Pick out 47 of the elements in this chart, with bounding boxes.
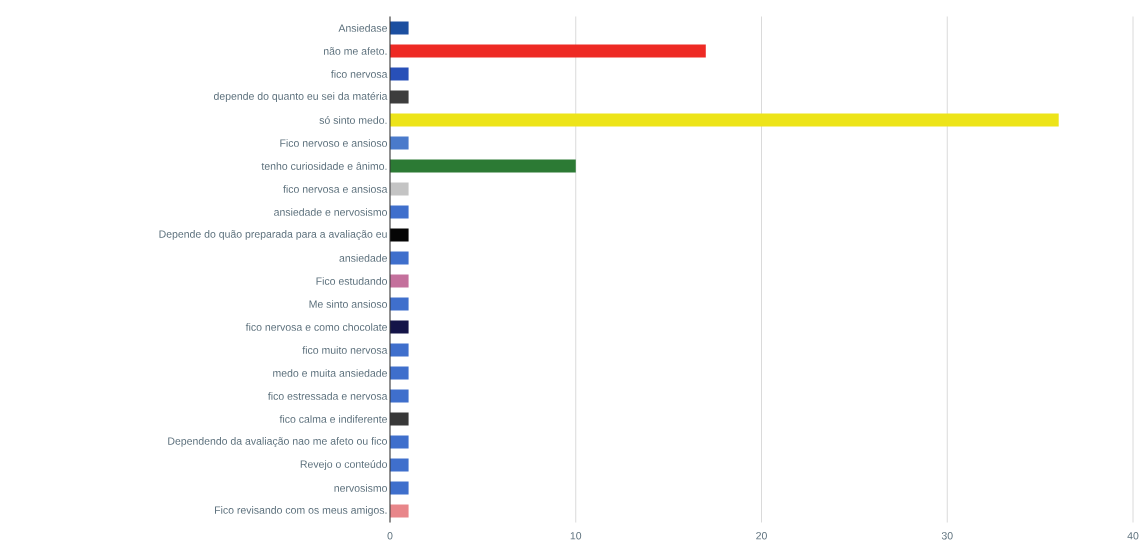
y-tick-label: tenho curiosidade e ânimo.: [261, 162, 387, 170]
y-tick-label: Fico revisando com os meus amigos.: [215, 506, 387, 516]
bar: [390, 274, 409, 288]
bar: [390, 67, 409, 81]
bar: [390, 205, 409, 219]
bar: [390, 389, 409, 403]
bar: [390, 366, 409, 380]
y-tick-label: Me sinto ansioso: [309, 300, 388, 308]
y-tick-label: fico nervosa: [331, 70, 388, 78]
y-tick-label: fico calma e indiferente: [279, 415, 387, 423]
bar: [390, 481, 409, 495]
x-tick-label: 0: [387, 532, 393, 540]
bar: [390, 504, 409, 518]
bar: [390, 228, 409, 242]
y-tick-label: não me afeto.: [323, 47, 387, 55]
y-tick-label: fico nervosa e como chocolate: [245, 323, 387, 331]
y-tick-label: medo e muita ansiedade: [273, 369, 387, 377]
y-tick-label: Dependendo da avaliação nao me afeto ou fico: [168, 437, 387, 447]
bar: [390, 343, 409, 357]
y-tick-label: fico muito nervosa: [302, 346, 388, 354]
y-tick-label: nervosismo: [334, 484, 388, 492]
bar: [390, 458, 409, 472]
bar: [390, 159, 576, 173]
x-tick-label: 20: [756, 532, 767, 540]
y-tick-label: Fico nervoso e ansioso: [280, 139, 388, 147]
bar: [390, 320, 409, 334]
x-tick-label: 40: [1127, 532, 1139, 540]
y-tick-label: Revejo o conteúdo: [300, 460, 388, 470]
y-tick-label: fico nervosa e ansiosa: [283, 185, 388, 193]
bar: [390, 136, 409, 150]
bar: [390, 21, 409, 35]
y-tick-label: Fico estudando: [316, 277, 388, 285]
x-tick-label: 30: [941, 532, 953, 540]
bar: [390, 435, 409, 449]
y-tick-label: ansiedade: [339, 254, 388, 262]
y-tick-label: depende do quanto eu sei da matéria: [213, 92, 388, 102]
bar: [390, 182, 409, 196]
bar: [390, 297, 409, 311]
y-tick-label: Depende do quão preparada para a avaliação eu: [159, 230, 387, 240]
y-tick-label: só sinto medo.: [319, 116, 387, 124]
bar: [390, 113, 1059, 127]
y-tick-label: fico estressada e nervosa: [267, 392, 388, 400]
bar: [390, 44, 706, 58]
y-tick-label: Ansiedase: [338, 24, 388, 32]
y-tick-label: ansiedade e nervosismo: [274, 208, 388, 216]
x-tick-label: 10: [570, 532, 582, 540]
bar: [390, 251, 409, 265]
